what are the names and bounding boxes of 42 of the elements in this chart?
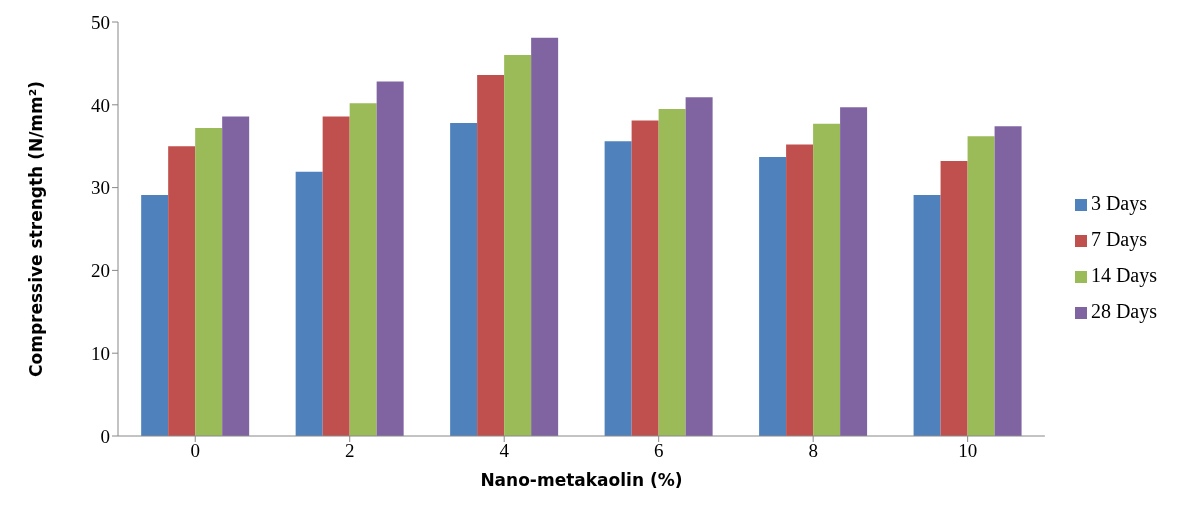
bar [759,156,787,436]
bar [840,107,868,436]
bar [295,171,323,436]
bar [141,195,169,436]
y-tick-label: 20 [91,260,110,282]
bar [504,55,532,436]
bar [168,146,196,436]
x-tick-label: 0 [190,440,200,462]
legend-label: 7 Days [1090,228,1147,250]
bar [450,123,478,436]
x-axis-title: Nano-metakaolin (%) [480,470,683,490]
x-tick-label: 2 [344,440,355,462]
bar [685,97,713,436]
y-tick-label: 30 [91,177,110,199]
x-tick-label: 6 [653,440,664,462]
bar [658,108,686,436]
x-tick-label: 4 [499,440,510,462]
bar [994,126,1022,436]
bar [195,127,223,436]
x-tick-label: 8 [808,440,818,462]
y-axis-title: Compressive strength (N/mm²) [26,81,47,377]
x-tick-label: 10 [958,440,978,462]
bar [376,81,404,436]
bar [322,116,350,436]
legend-label: 3 Days [1090,192,1147,214]
bar [631,120,659,436]
bar [967,136,995,436]
legend-label: 14 Days [1090,264,1157,286]
bar [222,116,250,436]
y-tick-label: 40 [91,94,110,116]
y-tick-label: 10 [91,342,110,364]
bar [531,37,559,436]
legend-label: 28 Days [1090,300,1157,322]
bar [477,74,505,436]
y-tick-label: 0 [100,425,110,447]
bar [813,123,841,436]
bar [604,141,632,436]
bar [349,103,377,436]
bar [786,144,814,436]
bar [913,195,941,436]
bar [940,161,968,436]
y-tick-label: 50 [91,11,110,33]
